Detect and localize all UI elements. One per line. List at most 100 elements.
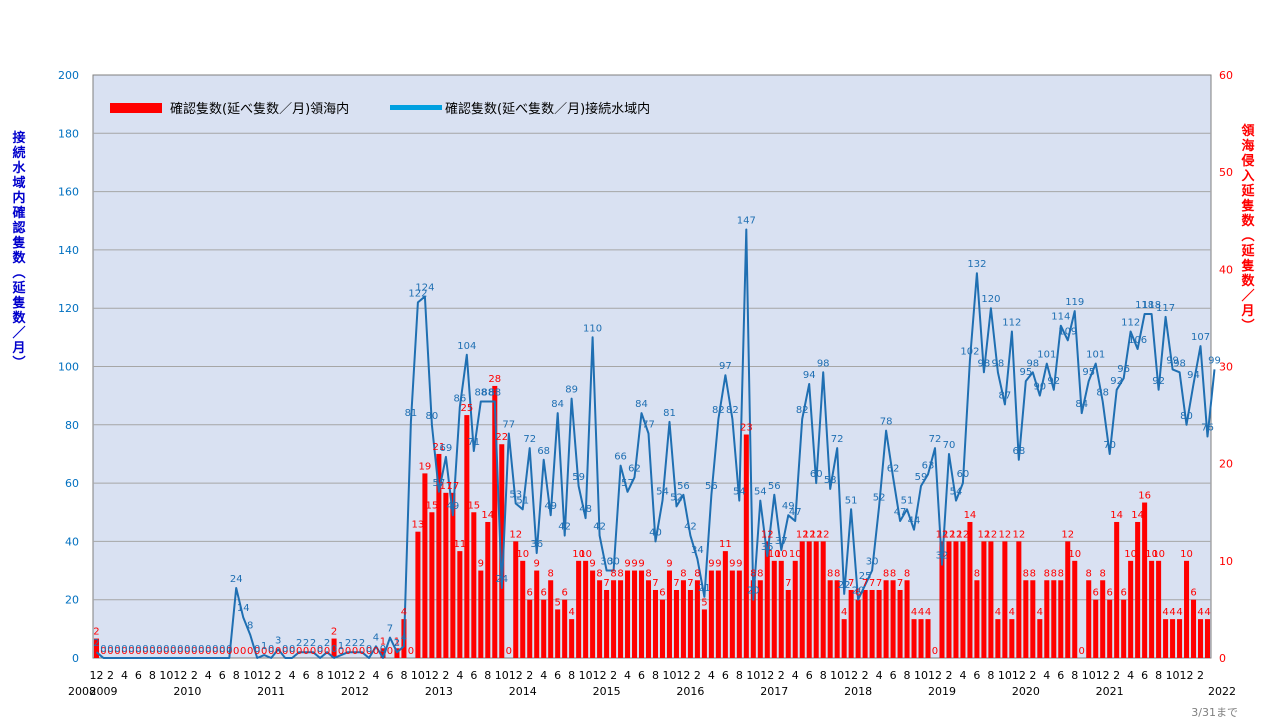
x-tick-label: 8 <box>652 669 659 682</box>
line-value-label: 1 <box>338 641 344 652</box>
y-left-tick-label: 20 <box>65 594 79 607</box>
x-tick-label: 6 <box>973 669 980 682</box>
axes: 0204060801001201401601802000102030405060… <box>11 69 1255 698</box>
bar-value-label: 4 <box>918 607 924 618</box>
y-right-title-char: 海 <box>1241 138 1254 154</box>
x-tick-label: 4 <box>1127 669 1134 682</box>
bar <box>855 599 861 658</box>
y-right-tick-label: 40 <box>1219 263 1233 276</box>
line-value-label: 49 <box>544 501 557 512</box>
bar <box>1135 521 1141 658</box>
line-value-label: 37 <box>775 536 788 547</box>
bar <box>499 444 505 658</box>
line-value-label: 60 <box>810 469 823 480</box>
x-tick-label: 12 <box>257 669 271 682</box>
bar-value-label: 12 <box>985 529 998 540</box>
x-tick-label: 6 <box>638 669 645 682</box>
line-value-label: 20 <box>852 586 865 597</box>
bar <box>527 599 533 658</box>
bar <box>925 619 931 658</box>
x-tick-label: 10 <box>998 669 1012 682</box>
line-value-label: 14 <box>237 603 250 614</box>
bar <box>485 521 491 658</box>
bar <box>876 589 882 658</box>
x-tick-label: 10 <box>159 669 173 682</box>
line-value-label: 110 <box>583 323 602 334</box>
y-left-tick-label: 0 <box>72 652 79 665</box>
line-value-label: 99 <box>1208 355 1221 366</box>
line-value-label: 54 <box>950 487 963 498</box>
bar-value-label: 14 <box>481 510 494 521</box>
y-right-title-char: 隻 <box>1240 198 1254 214</box>
x-tick-label: 4 <box>289 669 296 682</box>
bar <box>492 385 498 658</box>
line-value-label: 117 <box>1156 303 1175 314</box>
x-tick-label: 10 <box>1166 669 1180 682</box>
bar-value-label: 0 <box>310 646 316 657</box>
line-value-label: 109 <box>1058 326 1077 337</box>
line-value-label: 69 <box>440 443 453 454</box>
bar <box>1177 619 1183 658</box>
legend-label-line: 確認隻数(延べ隻数／月)接続水域内 <box>445 101 650 117</box>
line-value-label: 7 <box>387 624 393 635</box>
bar <box>820 541 826 658</box>
y-right-title-char: 侵 <box>1240 153 1254 169</box>
y-right-tick-label: 10 <box>1219 555 1233 568</box>
line-value-label: 54 <box>754 487 767 498</box>
bar-value-label: 10 <box>1152 549 1165 560</box>
line-value-label: 56 <box>705 481 718 492</box>
bar <box>785 589 791 658</box>
bar <box>1107 599 1113 658</box>
bar-value-label: 4 <box>925 607 931 618</box>
bar-value-label: 7 <box>652 578 658 589</box>
y-right-title-char: 延 <box>1240 183 1255 199</box>
bar <box>534 570 540 658</box>
line-value-label: 106 <box>1128 335 1147 346</box>
y-left-tick-label: 160 <box>58 186 79 199</box>
bar <box>701 609 707 658</box>
bar-value-label: 1 <box>380 636 386 647</box>
y-left-title-char: 確 <box>12 205 25 221</box>
x-year-label: 2021 <box>1096 685 1124 698</box>
bar-value-label: 8 <box>974 568 980 579</box>
x-tick-label: 8 <box>484 669 491 682</box>
bar-value-label: 23 <box>740 423 753 434</box>
bar-value-label: 8 <box>1100 568 1106 579</box>
bar-value-label: 8 <box>827 568 833 579</box>
line-value-label: 1 <box>261 641 267 652</box>
bar-value-label: 0 <box>261 646 267 657</box>
line-value-label: 80 <box>426 411 439 422</box>
bar <box>1163 619 1169 658</box>
line-value-label: 70 <box>1103 440 1116 451</box>
bar <box>967 521 973 658</box>
x-tick-label: 4 <box>540 669 547 682</box>
bar-value-label: 4 <box>1204 607 1210 618</box>
bar <box>1058 580 1064 658</box>
line-value-label: 104 <box>457 341 476 352</box>
bar-value-label: 0 <box>198 646 204 657</box>
bar <box>792 560 798 658</box>
y-right-tick-label: 50 <box>1219 166 1233 179</box>
line-value-label: 30 <box>600 557 613 568</box>
y-right-tick-label: 20 <box>1219 458 1233 471</box>
bar <box>611 580 617 658</box>
y-right-title-char: 数 <box>1241 273 1255 289</box>
line-value-label: 82 <box>796 405 809 416</box>
x-tick-label: 4 <box>205 669 212 682</box>
line-value-label: 88 <box>1096 387 1109 398</box>
bar-value-label: 10 <box>775 549 788 560</box>
series-line <box>95 228 1216 659</box>
bar-value-label: 12 <box>950 529 963 540</box>
line-value-label: 72 <box>929 434 942 445</box>
line-value-label: 78 <box>880 417 893 428</box>
bar <box>743 434 749 658</box>
line-value-label: 0 <box>268 644 274 655</box>
y-left-tick-label: 200 <box>58 69 79 82</box>
line-value-label: 0 <box>128 644 134 655</box>
bar-value-label: 8 <box>1044 568 1050 579</box>
line-value-label: 89 <box>565 385 578 396</box>
y-right-title-char: ︶ <box>1240 318 1254 334</box>
bar <box>443 492 449 658</box>
bar-value-label: 8 <box>1058 568 1064 579</box>
y-right-title-char: 領 <box>1241 123 1255 139</box>
